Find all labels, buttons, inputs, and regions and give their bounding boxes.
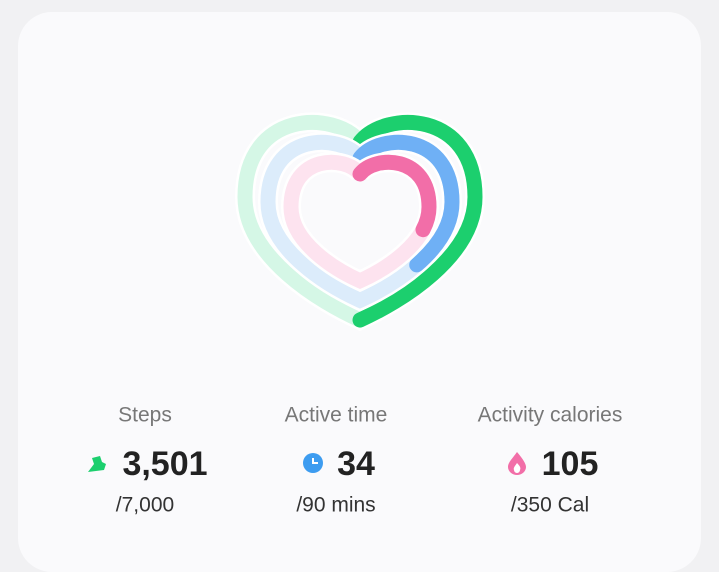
metric-value: 34: [337, 445, 375, 483]
metric-label: Active time: [285, 404, 388, 427]
metric-value: 3,501: [122, 445, 207, 483]
ring-progress: [260, 134, 460, 309]
metric-value: 105: [542, 445, 599, 483]
time-icon: [303, 453, 323, 473]
activity-heart: [234, 112, 486, 331]
metric-label: Steps: [118, 404, 172, 427]
metric-label: Activity calories: [478, 404, 623, 427]
ring-progress: [283, 154, 437, 290]
metric-goal: /90 mins: [296, 494, 375, 517]
calorie-icon: [508, 452, 526, 475]
page: Steps 3,501/7,000 Active time 34/90 mins Act…: [88, 112, 623, 517]
steps-icon: [88, 456, 106, 472]
activity-view: Steps 3,501/7,000 Active time 34/90 mins Act…: [88, 112, 623, 517]
ring-progress: [237, 114, 483, 329]
metric-goal: /350 Cal: [511, 494, 589, 517]
metric-goal: /7,000: [116, 494, 174, 517]
